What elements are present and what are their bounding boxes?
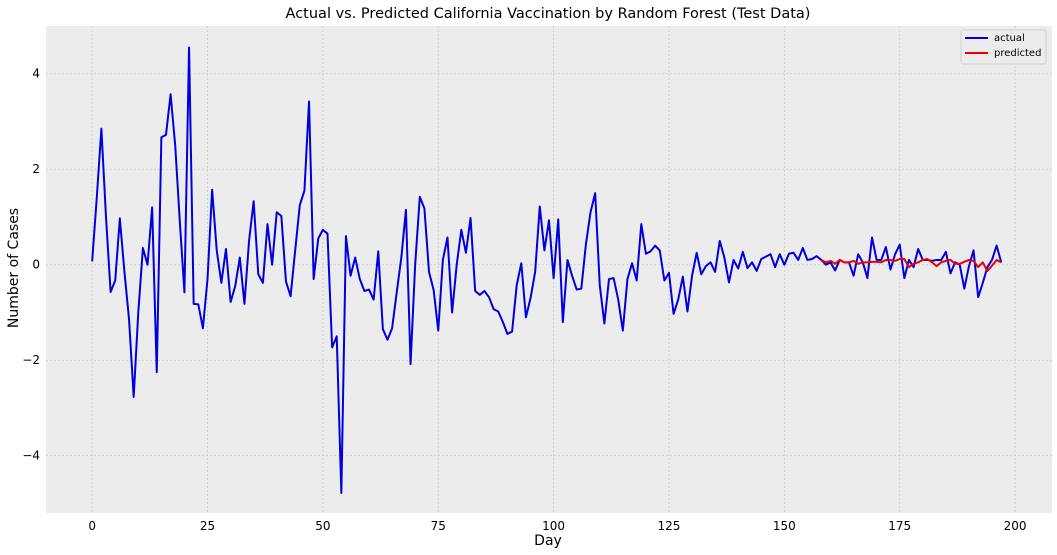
x-tick-label: 25 [200, 519, 215, 533]
x-axis-label: Day [534, 533, 562, 549]
x-tick-label: 175 [888, 519, 911, 533]
chart-title: Actual vs. Predicted California Vaccinat… [286, 6, 811, 22]
x-tick-label: 200 [1004, 519, 1027, 533]
plot-area [46, 26, 1052, 513]
legend-label-actual: actual [994, 33, 1025, 44]
y-tick-label: 2 [32, 162, 40, 176]
y-tick-label: 0 [32, 258, 40, 272]
y-tick-label: 4 [32, 67, 40, 81]
x-tick-label: 0 [88, 519, 96, 533]
x-tick-label: 150 [773, 519, 796, 533]
series-line-actual [91, 46, 1003, 494]
legend: actual predicted [960, 29, 1047, 65]
x-axis-ticks: 0 25 50 75 100 125 150 175 200 [88, 519, 1026, 533]
x-tick-label: 50 [315, 519, 330, 533]
grid-lines [46, 26, 1052, 513]
series-lines [91, 46, 1003, 494]
x-tick-label: 75 [431, 519, 446, 533]
series-line-predicted [820, 258, 1002, 272]
x-tick-label: 100 [542, 519, 565, 533]
x-tick-label: 125 [658, 519, 681, 533]
legend-label-predicted: predicted [994, 48, 1041, 59]
y-tick-label: −4 [22, 449, 40, 463]
y-axis-label: Number of Cases [6, 208, 22, 328]
y-axis-ticks: −4 −2 0 2 4 [22, 67, 40, 463]
y-tick-label: −2 [22, 353, 40, 367]
